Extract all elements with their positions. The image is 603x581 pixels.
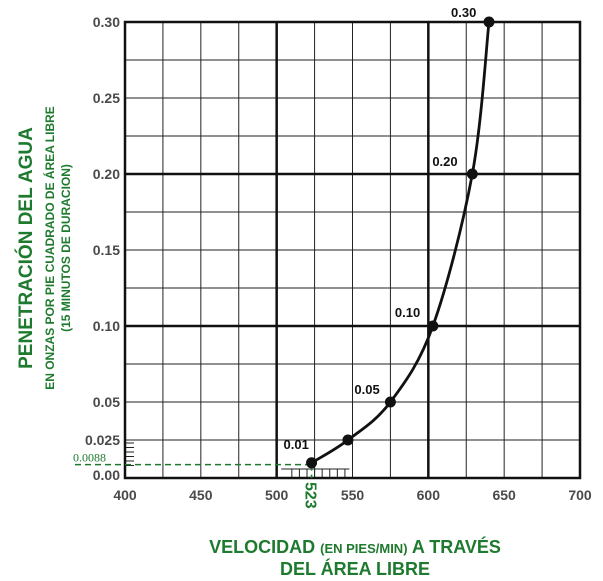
y-tick-label: 0.025	[85, 432, 120, 448]
data-label: 0.05	[354, 382, 379, 397]
data-label: 0.01	[284, 437, 309, 452]
y-axis-duration: (15 MINUTOS DE DURACION)	[59, 164, 73, 332]
y-tick-label: 0.10	[93, 318, 120, 334]
x-tick-label: 650	[492, 487, 516, 503]
x-axis-title-line2: DEL ÁREA LIBRE	[280, 558, 430, 579]
grid	[123, 20, 582, 480]
y-axis-title: PENETRACIÓN DEL AGUA	[15, 127, 37, 369]
data-point	[427, 320, 439, 332]
x-tick-label: 450	[189, 487, 213, 503]
reference-y-label: 0.0088	[73, 451, 106, 465]
y-tick-label: 0.15	[93, 242, 120, 258]
y-axis-subtitle: EN ONZAS POR PIE CUADRADO DE ÁREA LIBRE	[42, 106, 57, 390]
x-tick-label: 600	[417, 487, 441, 503]
data-series: 0.01 0.05 0.10 0.20 0.30	[284, 5, 495, 469]
plot-frame	[123, 20, 582, 480]
x-axis-title-part1: VELOCIDAD	[209, 537, 320, 557]
x-tick-label: 700	[568, 487, 592, 503]
data-label: 0.20	[432, 154, 457, 169]
data-point	[306, 457, 318, 469]
x-tick-label: 400	[113, 487, 137, 503]
y-tick-label: 0.20	[93, 166, 120, 182]
data-point	[384, 396, 396, 408]
x-axis-title-units: (EN PIES/MIN)	[320, 541, 407, 556]
data-label: 0.10	[395, 305, 420, 320]
x-axis-title-part2: A TRAVÉS	[408, 536, 501, 557]
data-point	[466, 168, 478, 180]
y-tick-label: 0.05	[93, 394, 120, 410]
data-point	[483, 16, 495, 28]
data-label: 0.30	[451, 5, 476, 20]
x-axis-title: VELOCIDAD (EN PIES/MIN) A TRAVÉS	[209, 536, 501, 557]
x-tick-label: 500	[265, 487, 289, 503]
x-tick-label: 550	[341, 487, 365, 503]
tick-labels: 400 450 500 550 600 650 700 0.00 0.025 0.05 0.10 0.…	[85, 14, 592, 503]
y-tick-label: 0.30	[93, 14, 120, 30]
reference-x-label: 523	[302, 482, 319, 509]
reference-annotation: 0.0088 523	[73, 451, 319, 509]
y-tick-label: 0.00	[93, 467, 120, 483]
data-point	[342, 434, 354, 446]
y-tick-label: 0.25	[93, 90, 120, 106]
